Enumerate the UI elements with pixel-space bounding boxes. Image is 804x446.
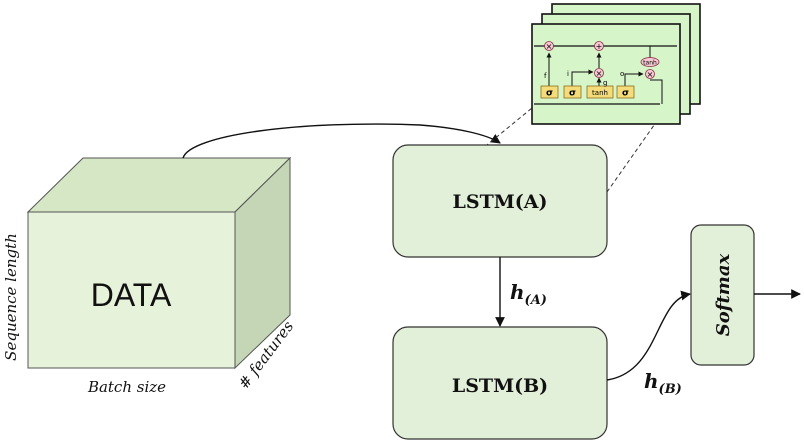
gate-label-o: o	[620, 70, 624, 78]
hidden-a-label: h(A)	[510, 280, 547, 308]
input-gate-activation: σ	[569, 89, 576, 99]
zoom-line-right	[606, 110, 665, 193]
candidate-gate-activation: tanh	[592, 89, 608, 97]
batch-size-label: Batch size	[87, 378, 166, 396]
output-tanh-op	[640, 57, 660, 67]
input-gate-box	[563, 85, 582, 99]
output-multiply-symbol: ×	[647, 70, 654, 79]
output-tanh-label: tanh	[643, 60, 657, 67]
data-label: DATA	[91, 277, 172, 313]
candidate-gate-box	[586, 85, 614, 99]
add-symbol: +	[596, 42, 603, 51]
o-path	[624, 71, 644, 86]
gate-label-f: f	[544, 72, 547, 80]
lstm-b-to-softmax-arrow	[606, 290, 691, 381]
hidden-b-label: h(B)	[644, 369, 682, 397]
lstm-b-label: LSTM(B)	[452, 375, 548, 397]
cube-front-face	[27, 211, 236, 369]
data-cube: DATA	[26, 156, 292, 370]
add-op	[594, 41, 604, 51]
forget-multiply-symbol: ×	[546, 42, 553, 51]
i-path	[571, 69, 594, 86]
softmax-box	[690, 224, 755, 366]
lstm-b-box	[392, 326, 608, 440]
output-gate-activation: σ	[622, 89, 629, 99]
output-multiply-op	[645, 69, 655, 79]
forget-gate-box	[540, 85, 559, 99]
gate-label-i: i	[567, 70, 569, 78]
sequence-length-label: Sequence length	[2, 233, 20, 361]
softmax-label: Softmax	[713, 253, 734, 336]
lstm-a-label: LSTM(A)	[453, 191, 548, 213]
output-gate-box	[616, 85, 635, 99]
input-multiply-symbol: ×	[596, 69, 603, 78]
input-multiply-op	[594, 68, 604, 78]
gate-label-g: g	[603, 79, 607, 87]
forget-gate-activation: σ	[546, 89, 553, 99]
cell-layer-front	[531, 23, 681, 125]
forget-multiply-op	[544, 41, 554, 51]
output-line	[650, 79, 663, 104]
lstm-cell-stack: σ σ tanh σ × + × × tanh f i g o	[531, 3, 701, 125]
data-to-lstm-a-arrow	[182, 123, 501, 159]
